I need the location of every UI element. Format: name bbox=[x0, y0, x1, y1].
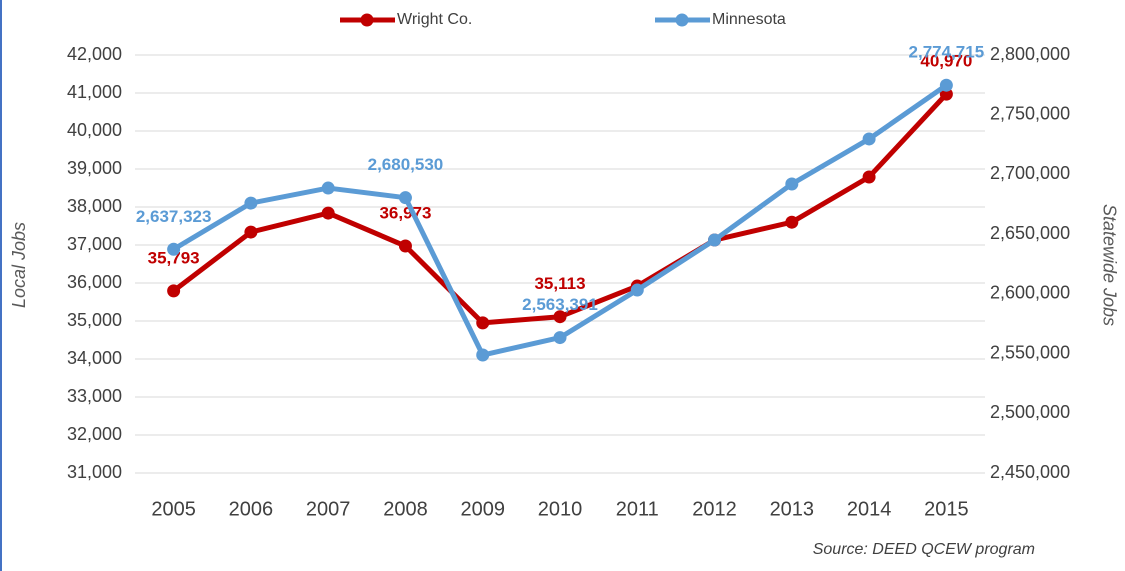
data-point bbox=[167, 242, 181, 256]
x-tick-label: 2009 bbox=[460, 498, 505, 520]
y-tick-label: 38,000 bbox=[67, 196, 122, 216]
y-tick-label: 35,000 bbox=[67, 310, 122, 330]
y-axis-title: Local Jobs bbox=[9, 222, 29, 308]
data-point bbox=[785, 177, 799, 191]
data-label: 2,563,391 bbox=[522, 295, 598, 314]
data-point bbox=[630, 283, 644, 297]
y-tick-label: 31,000 bbox=[67, 462, 122, 482]
data-label: 2,774,715 bbox=[909, 43, 985, 62]
y-tick-label: 32,000 bbox=[67, 424, 122, 444]
y-tick-label: 36,000 bbox=[67, 272, 122, 292]
x-tick-label: 2007 bbox=[306, 498, 351, 520]
x-tick-label: 2005 bbox=[151, 498, 196, 520]
data-label: 40,970 bbox=[920, 52, 972, 71]
y-tick-label: 39,000 bbox=[67, 158, 122, 178]
x-tick-label: 2006 bbox=[229, 498, 274, 520]
y-tick-label: 42,000 bbox=[67, 44, 122, 64]
data-point bbox=[476, 316, 490, 330]
y2-tick-label: 2,750,000 bbox=[990, 103, 1070, 123]
legend-label: Wright Co. bbox=[397, 11, 472, 28]
data-point bbox=[553, 331, 567, 345]
y-tick-label: 34,000 bbox=[67, 348, 122, 368]
y2-tick-label: 2,500,000 bbox=[990, 402, 1070, 422]
y2-tick-label: 2,650,000 bbox=[990, 223, 1070, 243]
y-tick-label: 37,000 bbox=[67, 234, 122, 254]
x-tick-label: 2014 bbox=[847, 498, 892, 520]
y2-axis-title: Statewide Jobs bbox=[1099, 204, 1119, 326]
x-tick-label: 2015 bbox=[924, 498, 969, 520]
data-label: 2,680,530 bbox=[368, 155, 444, 174]
x-tick-label: 2010 bbox=[538, 498, 583, 520]
x-tick-label: 2013 bbox=[770, 498, 815, 520]
data-point bbox=[553, 310, 567, 324]
y-tick-label: 41,000 bbox=[67, 82, 122, 102]
y2-tick-label: 2,700,000 bbox=[990, 163, 1070, 183]
data-label: 35,113 bbox=[534, 274, 585, 293]
data-point bbox=[708, 233, 722, 247]
y2-tick-label: 2,800,000 bbox=[990, 44, 1070, 64]
data-label: 2,637,323 bbox=[136, 207, 212, 226]
y2-tick-label: 2,550,000 bbox=[990, 342, 1070, 362]
legend-label: Minnesota bbox=[712, 11, 786, 28]
data-point bbox=[862, 132, 876, 146]
data-point bbox=[321, 181, 335, 195]
data-point bbox=[476, 348, 490, 362]
legend-marker bbox=[675, 13, 689, 27]
data-label: 36,973 bbox=[379, 204, 431, 223]
data-point bbox=[939, 78, 953, 92]
data-point bbox=[785, 215, 799, 229]
data-point bbox=[167, 284, 181, 298]
data-point bbox=[862, 170, 876, 184]
data-point bbox=[939, 87, 953, 101]
data-point bbox=[398, 239, 412, 253]
y2-tick-label: 2,450,000 bbox=[990, 462, 1070, 482]
data-point bbox=[321, 206, 335, 220]
y-tick-label: 33,000 bbox=[67, 386, 122, 406]
source-note: Source: DEED QCEW program bbox=[813, 541, 1035, 558]
x-tick-label: 2008 bbox=[383, 498, 428, 520]
x-tick-label: 2011 bbox=[616, 498, 659, 520]
x-tick-label: 2012 bbox=[692, 498, 737, 520]
data-point bbox=[398, 191, 412, 205]
data-label: 35,793 bbox=[148, 248, 200, 267]
legend-marker bbox=[360, 13, 374, 27]
data-point bbox=[244, 196, 258, 210]
y2-tick-label: 2,600,000 bbox=[990, 283, 1070, 303]
data-point bbox=[244, 225, 258, 239]
y-tick-label: 40,000 bbox=[67, 120, 122, 140]
